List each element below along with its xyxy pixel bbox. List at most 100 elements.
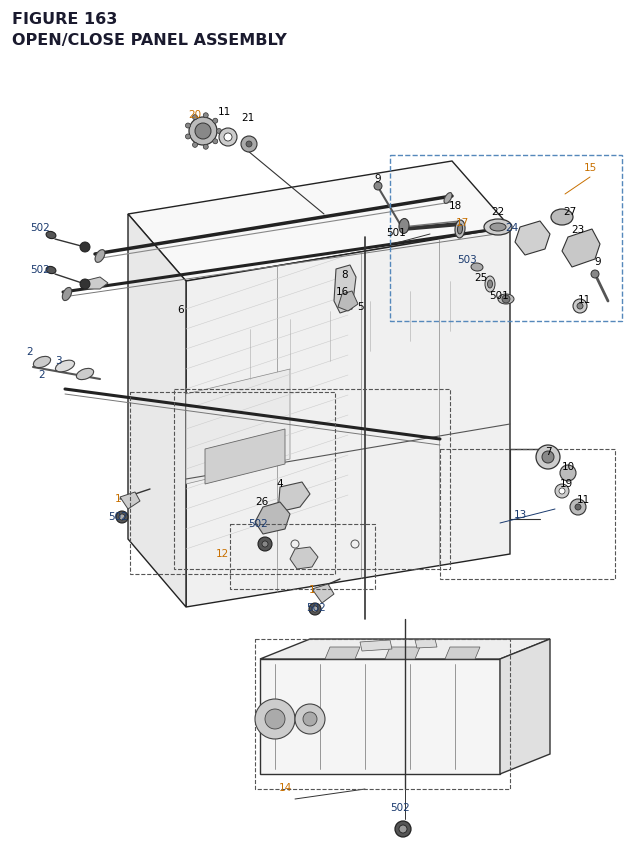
Text: 22: 22 <box>492 207 504 217</box>
Polygon shape <box>128 162 510 282</box>
Bar <box>390 156 622 322</box>
Text: 13: 13 <box>513 510 527 519</box>
Text: 21: 21 <box>241 113 255 123</box>
Polygon shape <box>120 492 140 510</box>
Text: 10: 10 <box>561 461 575 472</box>
Circle shape <box>212 139 218 145</box>
Text: 1: 1 <box>308 585 316 594</box>
Polygon shape <box>290 548 318 569</box>
Ellipse shape <box>490 224 506 232</box>
Text: 20: 20 <box>188 110 202 120</box>
Polygon shape <box>186 228 510 607</box>
Text: 25: 25 <box>474 273 488 282</box>
Text: 501: 501 <box>489 291 509 300</box>
Text: 11: 11 <box>577 294 591 305</box>
Polygon shape <box>255 503 290 535</box>
Polygon shape <box>84 278 108 289</box>
Ellipse shape <box>95 251 105 263</box>
Circle shape <box>246 142 252 148</box>
Circle shape <box>502 295 510 304</box>
Circle shape <box>309 604 321 616</box>
Circle shape <box>374 183 382 191</box>
Text: 1: 1 <box>115 493 122 504</box>
Ellipse shape <box>455 220 465 238</box>
Text: 7: 7 <box>545 447 551 456</box>
Text: 11: 11 <box>577 494 589 505</box>
Ellipse shape <box>62 288 72 301</box>
Text: 16: 16 <box>335 287 349 297</box>
Text: 27: 27 <box>563 207 577 217</box>
Polygon shape <box>260 639 550 660</box>
Circle shape <box>591 270 599 279</box>
Ellipse shape <box>471 263 483 272</box>
Polygon shape <box>445 647 480 660</box>
Bar <box>174 389 450 569</box>
Text: 502: 502 <box>390 802 410 812</box>
Bar <box>130 393 335 574</box>
Text: FIGURE 163: FIGURE 163 <box>12 12 117 27</box>
Ellipse shape <box>488 281 493 288</box>
Text: 5: 5 <box>356 301 364 312</box>
Polygon shape <box>500 639 550 774</box>
Ellipse shape <box>399 220 409 234</box>
Polygon shape <box>415 639 437 648</box>
Text: 23: 23 <box>572 225 584 235</box>
Circle shape <box>204 114 208 119</box>
Text: 12: 12 <box>216 548 228 558</box>
Circle shape <box>219 129 237 147</box>
Circle shape <box>536 445 560 469</box>
Ellipse shape <box>76 369 93 381</box>
Polygon shape <box>325 647 360 660</box>
Polygon shape <box>260 660 500 774</box>
Text: 502: 502 <box>30 223 50 232</box>
Circle shape <box>204 146 208 150</box>
Ellipse shape <box>485 276 495 293</box>
Circle shape <box>241 137 257 152</box>
Polygon shape <box>128 214 186 607</box>
Circle shape <box>399 825 407 833</box>
Text: 502: 502 <box>248 518 268 529</box>
Circle shape <box>303 712 317 726</box>
Text: 15: 15 <box>584 163 596 173</box>
Text: 26: 26 <box>255 497 269 506</box>
Circle shape <box>555 485 569 499</box>
Polygon shape <box>312 585 334 604</box>
Bar <box>255 639 510 789</box>
Circle shape <box>295 704 325 734</box>
Circle shape <box>186 124 191 129</box>
Circle shape <box>119 514 125 520</box>
Circle shape <box>573 300 587 313</box>
Circle shape <box>116 511 128 523</box>
Text: 11: 11 <box>218 107 230 117</box>
Text: 4: 4 <box>276 479 284 488</box>
Polygon shape <box>515 222 550 256</box>
Text: 8: 8 <box>342 269 348 280</box>
Circle shape <box>312 606 318 612</box>
Circle shape <box>559 488 565 494</box>
Circle shape <box>189 118 217 146</box>
Circle shape <box>570 499 586 516</box>
Text: 2: 2 <box>38 369 45 380</box>
Text: 24: 24 <box>506 223 518 232</box>
Ellipse shape <box>484 220 512 236</box>
Text: 502: 502 <box>30 264 50 275</box>
Ellipse shape <box>56 361 74 372</box>
Circle shape <box>193 143 198 148</box>
Ellipse shape <box>458 225 463 235</box>
Text: 19: 19 <box>559 479 573 488</box>
Circle shape <box>258 537 272 551</box>
Circle shape <box>262 542 268 548</box>
Text: 502: 502 <box>306 603 326 612</box>
Circle shape <box>195 124 211 139</box>
Circle shape <box>216 129 221 134</box>
Polygon shape <box>334 266 356 313</box>
Polygon shape <box>338 292 358 312</box>
Polygon shape <box>385 647 420 660</box>
Text: OPEN/CLOSE PANEL ASSEMBLY: OPEN/CLOSE PANEL ASSEMBLY <box>12 33 287 48</box>
Text: 9: 9 <box>374 174 381 183</box>
Circle shape <box>577 304 583 310</box>
Text: 6: 6 <box>178 305 184 314</box>
Circle shape <box>575 505 581 511</box>
Circle shape <box>80 280 90 289</box>
Circle shape <box>560 466 576 481</box>
